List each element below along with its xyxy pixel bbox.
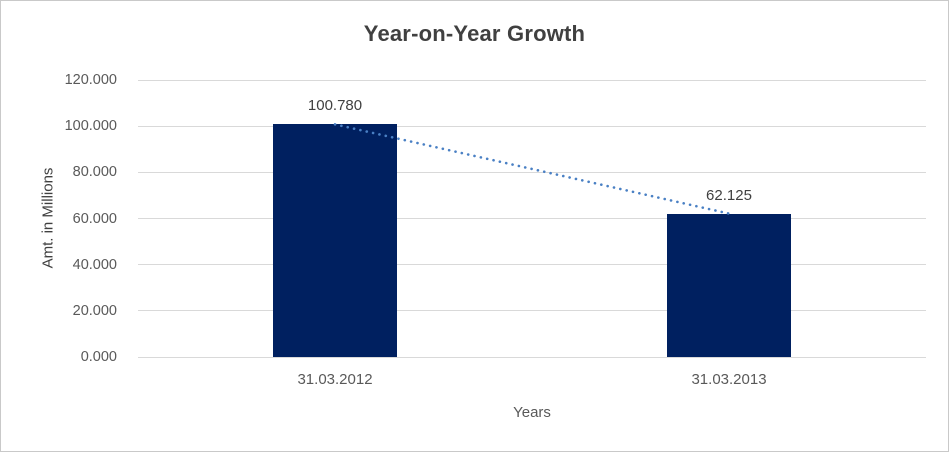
plot-area: 100.780 62.125 bbox=[138, 79, 926, 358]
gridline bbox=[138, 310, 926, 312]
trendline-path bbox=[333, 123, 731, 215]
gridline bbox=[138, 171, 926, 173]
y-tick-label: 60.000 bbox=[72, 210, 117, 227]
y-tick-label: 0.000 bbox=[80, 349, 117, 365]
gridline bbox=[138, 264, 926, 266]
x-tick-label: 31.03.2013 bbox=[691, 371, 767, 388]
x-tick-label: 31.03.2012 bbox=[297, 371, 373, 388]
y-axis-title-text: Amt. in Millions bbox=[39, 167, 57, 269]
y-tick-label: 100.000 bbox=[64, 118, 117, 135]
bar-data-label: 62.125 bbox=[706, 186, 752, 204]
y-tick-label: 120.000 bbox=[64, 72, 117, 88]
x-axis-title: Years bbox=[513, 404, 551, 421]
bar-data-label: 100.780 bbox=[307, 97, 363, 115]
gridline bbox=[138, 125, 926, 127]
gridline bbox=[138, 356, 926, 358]
gridline bbox=[138, 79, 926, 81]
bar-31.03.2012 bbox=[273, 124, 397, 357]
y-tick-label: 40.000 bbox=[72, 256, 117, 273]
y-tick-label: 80.000 bbox=[72, 164, 117, 181]
trendline bbox=[333, 123, 731, 215]
chart-title: Year-on-Year Growth bbox=[363, 21, 586, 46]
gridline bbox=[138, 218, 926, 219]
bar-31.03.2013 bbox=[667, 213, 791, 357]
y-tick-label: 20.000 bbox=[72, 302, 117, 319]
